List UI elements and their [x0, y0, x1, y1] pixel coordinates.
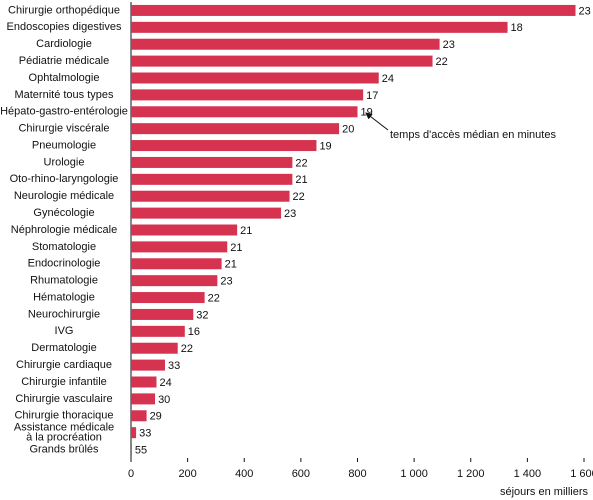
- category-label: Endocrinologie: [28, 258, 101, 270]
- bar-label: 29: [150, 411, 162, 423]
- bar: [131, 106, 358, 118]
- bar: [131, 207, 282, 219]
- category-label: Chirurgie viscérale: [18, 123, 109, 135]
- category-label: Assistance médicale à la procréation: [14, 422, 114, 444]
- category-label: Pédiatrie médicale: [19, 55, 110, 67]
- bar-label: 17: [366, 90, 378, 102]
- category-label: Ophtalmologie: [29, 72, 100, 84]
- bar-label: 23: [579, 5, 591, 17]
- bar-label: 21: [225, 259, 237, 271]
- bar: [131, 173, 293, 185]
- bar-label: 22: [436, 56, 448, 68]
- category-label: Chirurgie infantile: [21, 376, 107, 388]
- bar: [131, 21, 508, 33]
- category-label: Hématologie: [33, 291, 95, 303]
- category-label: Grands brûlés: [29, 443, 99, 455]
- x-tick-label: 200: [178, 468, 196, 480]
- bar: [131, 308, 194, 320]
- bar: [131, 393, 156, 405]
- category-label: Neurologie médicale: [14, 190, 114, 202]
- category-label: Urologie: [44, 156, 85, 168]
- category-label: Néphrologie médicale: [11, 224, 117, 236]
- category-label: Cardiologie: [36, 38, 92, 50]
- bar: [131, 325, 185, 337]
- x-tick-label: 1 200: [457, 468, 485, 480]
- x-tick-label: 1 600: [570, 468, 593, 480]
- bar: [131, 156, 293, 168]
- category-label: Chirurgie cardiaque: [16, 359, 112, 371]
- bar: [131, 275, 218, 287]
- x-axis-label: séjours en milliers: [500, 486, 589, 498]
- bar-label: 19: [361, 107, 373, 119]
- bar: [131, 376, 157, 388]
- category-label: IVG: [55, 325, 74, 337]
- bar: [131, 4, 576, 16]
- bar-label: 23: [284, 208, 296, 220]
- annotation-arrow: [365, 112, 389, 131]
- category-label: Rhumatologie: [30, 275, 98, 287]
- bar-label: 21: [295, 174, 307, 186]
- bar-label: 22: [208, 292, 220, 304]
- bar: [131, 427, 137, 439]
- bar: [131, 89, 364, 101]
- bar: [131, 258, 222, 270]
- bar: [131, 292, 205, 304]
- bar-label: 22: [293, 191, 305, 203]
- bar: [131, 72, 379, 84]
- bar-label: 22: [181, 343, 193, 355]
- category-label: Pneumologie: [32, 139, 96, 151]
- bar: [131, 38, 440, 50]
- bar-label: 33: [168, 360, 180, 372]
- bar-label: 30: [158, 394, 170, 406]
- bar-label: 23: [220, 276, 232, 288]
- bar-label: 23: [443, 39, 455, 51]
- bar-label: 55: [135, 444, 147, 456]
- bar-label: 33: [139, 428, 151, 440]
- bar-label: 24: [382, 73, 394, 85]
- category-label: Dermatologie: [31, 342, 96, 354]
- category-label: Hépato-gastro-entérologie: [0, 106, 128, 118]
- category-label: Endoscopies digestives: [7, 21, 122, 33]
- bar: [131, 241, 228, 253]
- category-label: Chirurgie thoracique: [14, 410, 113, 422]
- category-label: Maternité tous types: [14, 89, 114, 101]
- bar: [131, 224, 238, 236]
- x-tick-label: 1 000: [400, 468, 428, 480]
- bar: [131, 140, 317, 152]
- category-label: Neurochirurgie: [28, 308, 100, 320]
- x-tick-label: 1 400: [514, 468, 542, 480]
- bar-label: 16: [188, 326, 200, 338]
- bar: [131, 190, 290, 202]
- annotation: temps d'accès médian en minutes: [390, 129, 556, 141]
- bar-label: 22: [295, 157, 307, 169]
- category-label: Stomatologie: [32, 241, 96, 253]
- bar: [131, 342, 178, 354]
- bar-label: 32: [196, 309, 208, 321]
- bar: [131, 55, 433, 67]
- category-label: Chirurgie orthopédique: [8, 4, 120, 16]
- x-tick-label: 600: [292, 468, 310, 480]
- bar-label: 21: [230, 242, 242, 254]
- x-tick-label: 400: [235, 468, 253, 480]
- x-tick-label: 800: [348, 468, 366, 480]
- bar-label: 20: [342, 124, 354, 136]
- x-tick-label: 0: [128, 468, 134, 480]
- category-label: Chirurgie vasculaire: [15, 393, 112, 405]
- bar-label: 24: [159, 377, 171, 389]
- bar-label: 18: [511, 22, 523, 34]
- bar-label: 19: [319, 140, 331, 152]
- bar: [131, 444, 132, 456]
- bar: [131, 123, 340, 135]
- bar: [131, 359, 165, 371]
- category-label: Gynécologie: [33, 207, 94, 219]
- bar-label: 21: [240, 225, 252, 237]
- bar: [131, 410, 147, 422]
- category-label: Oto-rhino-laryngologie: [10, 173, 119, 185]
